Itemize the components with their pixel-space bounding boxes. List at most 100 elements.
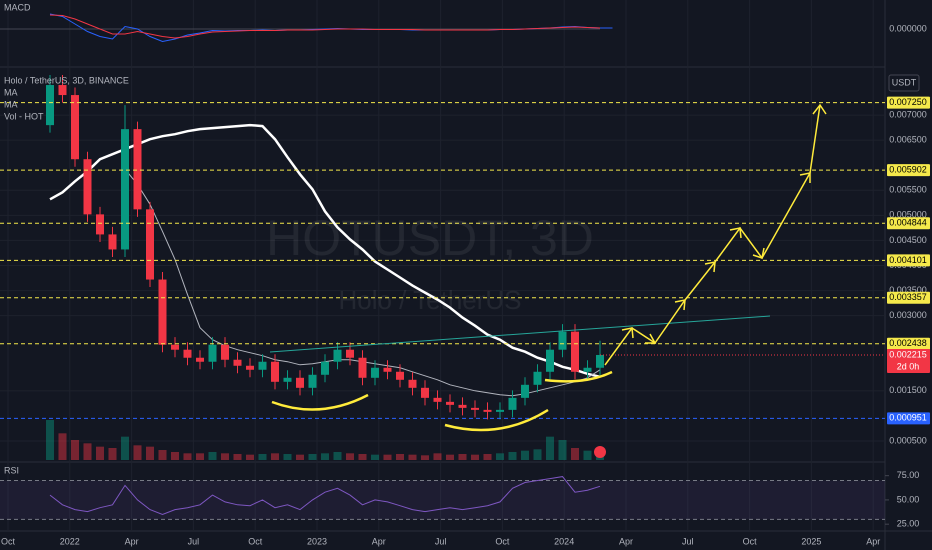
volume-bar [46, 420, 54, 460]
volume-bar [471, 454, 479, 460]
rsi-title: RSI [4, 465, 19, 475]
volume-bar [483, 454, 492, 460]
last-price-label: 0.002215 [889, 349, 927, 359]
volume-bar [346, 453, 354, 460]
y-tick-label: 0.006500 [889, 135, 927, 145]
y-tick-label: 0.001500 [889, 385, 927, 395]
candle-body [396, 371, 404, 380]
candle-body [58, 85, 67, 96]
y-tick-label: 0.000500 [889, 435, 927, 445]
x-tick-label: 2024 [554, 536, 574, 546]
volume-bar [183, 453, 192, 460]
x-tick-label: Oct [743, 536, 758, 546]
arrow-head [674, 299, 686, 311]
volume-bar [196, 453, 204, 460]
candle-body [558, 331, 567, 350]
volume-bar [321, 453, 329, 460]
volume-bar [71, 440, 79, 460]
indicator-label: MA [4, 99, 18, 109]
x-tick-label: Jul [188, 536, 200, 546]
candle-body [421, 387, 429, 398]
volume-bar [83, 443, 92, 460]
candle-body [321, 361, 329, 375]
level-label: 0.002438 [889, 338, 927, 348]
candle-body [196, 357, 204, 362]
x-tick-label: Apr [619, 536, 633, 546]
candle-body [546, 349, 554, 372]
candle-body [133, 129, 142, 210]
candle-body [183, 349, 192, 358]
volume-bar [171, 452, 179, 460]
level-label: 0.004844 [889, 218, 927, 228]
y-tick-label: 0.004500 [889, 235, 927, 245]
arrow-head [645, 333, 657, 344]
x-tick-label: 2025 [801, 536, 821, 546]
x-tick-label: Oct [248, 536, 263, 546]
candle-body [446, 401, 454, 405]
arrow-head [812, 103, 827, 115]
candle-body [208, 344, 217, 362]
candle-body [83, 159, 92, 215]
candle-body [346, 349, 354, 358]
macd-title: MACD [4, 2, 31, 12]
volume-bar [271, 453, 279, 460]
candle-body [408, 379, 417, 388]
currency-box[interactable] [888, 74, 920, 92]
volume-bar [533, 449, 542, 460]
candle-body [483, 409, 492, 412]
volume-bar [458, 454, 467, 460]
x-tick-label: 2023 [307, 536, 327, 546]
candle-body [246, 365, 254, 370]
volume-bar [221, 453, 229, 460]
candle-body [533, 371, 542, 385]
volume-bar [571, 448, 579, 460]
symbol-title: Holo / TetherUS, 3D, BINANCE [4, 75, 129, 85]
arrow-head [729, 227, 742, 239]
candle-body [521, 384, 529, 398]
volume-bar [308, 454, 317, 460]
candle-body [146, 209, 154, 280]
candle-body [96, 214, 104, 235]
y-tick-label: 75.00 [897, 470, 920, 480]
volume-bar [508, 452, 517, 460]
y-tick-label: 25.00 [897, 519, 920, 529]
volume-bar [158, 450, 167, 460]
x-tick-label: Apr [866, 536, 880, 546]
candle-body [171, 344, 179, 350]
curve-annotation [271, 393, 369, 411]
level-label: 0.005902 [889, 165, 927, 175]
level-tag [887, 217, 930, 230]
y-tick-label: 0.000000 [889, 23, 927, 33]
level-tag [887, 164, 930, 177]
volume-bar [521, 450, 529, 460]
candle-body [333, 349, 342, 362]
indicator-label: MA [4, 87, 18, 97]
arrow-head [704, 261, 716, 273]
candle-body [383, 367, 392, 372]
candle-body [571, 331, 579, 372]
x-tick-label: Oct [1, 536, 16, 546]
volume-bar [121, 436, 129, 460]
volume-bar [583, 450, 592, 460]
level-label: 0.004101 [889, 255, 927, 265]
y-tick-label: 0.005500 [889, 185, 927, 195]
projection-arrows [604, 103, 827, 366]
x-tick-label: 2022 [60, 536, 80, 546]
level-tag [887, 96, 930, 109]
volume-bar [446, 454, 454, 460]
level-tag [887, 412, 930, 425]
volume-bar [133, 445, 142, 460]
volume-bar [96, 446, 104, 460]
level-label: 0.000951 [889, 413, 927, 423]
currency-label[interactable]: USDT [892, 77, 917, 87]
volume-bar [58, 433, 67, 460]
y-tick-label: 50.00 [897, 494, 920, 504]
candle-body [283, 377, 292, 382]
candle-body [496, 409, 504, 412]
volume-bar [558, 440, 567, 460]
candle-body [458, 404, 467, 408]
volume-bar [358, 454, 367, 460]
